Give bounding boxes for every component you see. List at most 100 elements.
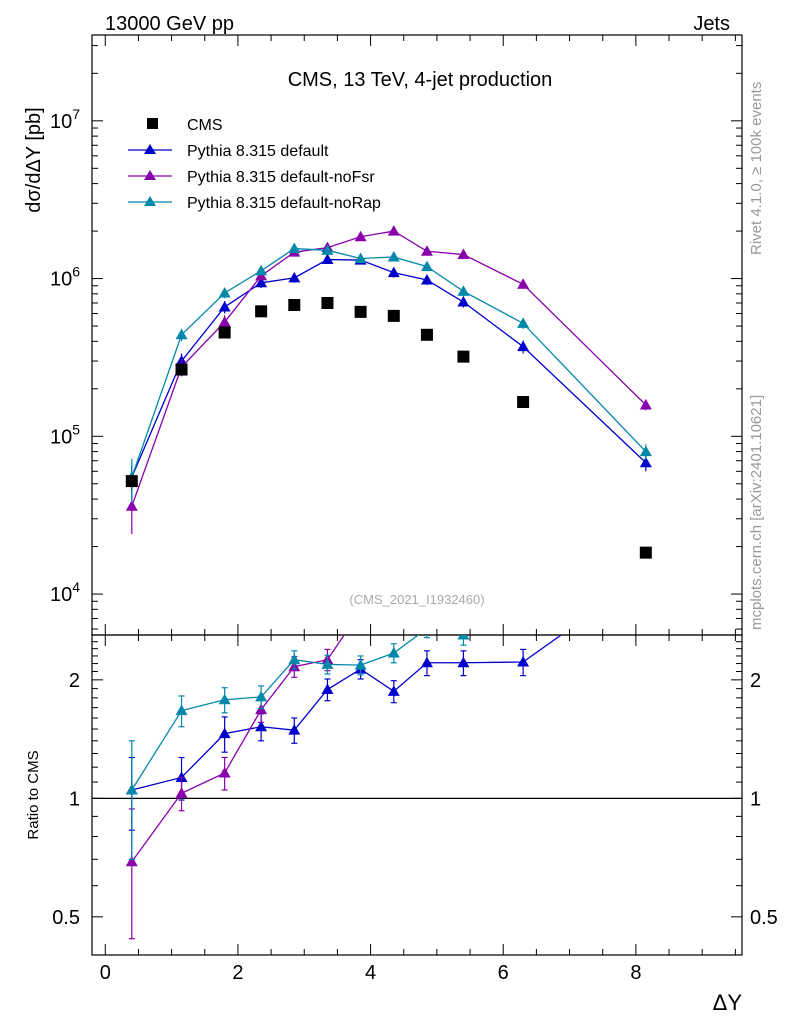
series-pythia-8-315-default-norap — [125, 242, 652, 503]
ratio-data-point — [175, 704, 188, 716]
main-y-tick-label: 107 — [50, 106, 80, 133]
ratio-data-point — [218, 727, 231, 739]
series-line — [131, 247, 647, 478]
ratio-y-tick-label-right: 2 — [750, 670, 761, 692]
data-point — [255, 264, 268, 276]
legend-label-nofsr: Pythia 8.315 default-noFsr — [187, 169, 375, 186]
ratio-series-group — [125, 424, 652, 940]
data-point — [457, 285, 470, 296]
legend-label-cms: CMS — [187, 117, 223, 134]
analysis-tag: (CMS_2021_I1932460) — [349, 592, 484, 607]
data-point — [457, 350, 470, 363]
legend-marker-default — [144, 144, 156, 154]
main-y-tick-label: 104 — [50, 579, 80, 606]
data-point — [321, 253, 334, 265]
ratio-y-tick-label: 2 — [69, 670, 80, 692]
data-point — [288, 271, 301, 283]
ratio-data-point — [457, 538, 469, 549]
ratio-y-tick-label-right: 1 — [750, 788, 761, 810]
series-line — [131, 230, 647, 507]
ratio-ticks — [92, 635, 742, 956]
legend-label-norap: Pythia 8.315 default-noRap — [187, 195, 381, 212]
data-point — [387, 250, 400, 262]
ratio-data-point — [388, 581, 400, 592]
legend-label-default: Pythia 8.315 default — [187, 143, 329, 160]
data-point — [387, 309, 400, 322]
ratio-data-point — [640, 424, 652, 435]
x-tick-label: 4 — [365, 962, 376, 984]
ratio-data-point — [457, 656, 470, 668]
data-point — [175, 363, 188, 376]
ratio-data-point — [517, 596, 529, 607]
data-point — [218, 326, 231, 339]
ratio-series-line — [131, 635, 465, 791]
ratio-data-point — [125, 784, 138, 795]
ratio-data-point — [354, 659, 367, 670]
data-point — [125, 475, 138, 488]
data-point — [288, 298, 301, 311]
data-point — [420, 328, 433, 341]
legend: CMS Pythia 8.315 default Pythia 8.315 de… — [128, 117, 381, 212]
ratio-data-point — [421, 623, 433, 634]
ratio-data-point — [288, 724, 301, 735]
main-y-tick-label: 105 — [50, 421, 80, 448]
ratio-data-point — [255, 690, 268, 702]
data-point — [354, 305, 367, 318]
legend-marker-norap — [144, 196, 156, 206]
data-point — [639, 546, 652, 559]
ratio-y-tick-label: 0.5 — [52, 907, 80, 929]
ratio-data-point — [175, 787, 188, 798]
ratio-data-point — [288, 653, 301, 665]
ratio-y-axis-label: Ratio to CMS — [25, 750, 42, 839]
ratio-series-pythia-8-315-default-norap — [125, 596, 529, 860]
data-point — [387, 225, 400, 236]
data-point — [218, 286, 231, 298]
x-tick-label: 0 — [100, 962, 111, 984]
header-left-label: 13000 GeV pp — [105, 13, 234, 35]
x-tick-label: 8 — [630, 962, 641, 984]
data-point — [517, 317, 530, 328]
ratio-data-point — [387, 685, 400, 696]
series-line — [131, 258, 647, 478]
ratio-data-point — [387, 647, 400, 658]
data-point — [420, 260, 433, 272]
ratio-data-point — [457, 635, 470, 640]
data-point — [457, 296, 470, 307]
main-title: CMS, 13 TeV, 4-jet production — [288, 69, 553, 91]
ratio-data-point — [517, 656, 530, 667]
series-pythia-8-315-default — [125, 253, 652, 492]
main-y-tick-labels: 104 105 106 107 — [50, 106, 80, 606]
ratio-data-point — [640, 569, 652, 580]
data-point — [354, 252, 367, 264]
data-point — [639, 456, 652, 468]
data-point — [321, 244, 334, 255]
data-point — [457, 248, 470, 260]
data-point — [175, 328, 188, 340]
main-panel: CMS, 13 TeV, 4-jet production (CMS_2021_… — [23, 34, 743, 636]
ratio-data-point — [175, 771, 188, 782]
rivet-version-label: Rivet 4.1.0, ≥ 100k events — [748, 82, 765, 255]
data-point — [639, 398, 652, 410]
series-cms — [125, 296, 652, 559]
data-point — [420, 245, 433, 256]
data-point — [420, 273, 433, 285]
ratio-data-point — [517, 498, 529, 509]
ratio-panel: Ratio to CMS 0.5 0.5 1 1 2 2 0 2 4 6 8 ΔY — [25, 424, 778, 1015]
main-y-tick-label: 106 — [50, 264, 80, 291]
data-point — [387, 266, 400, 278]
ratio-data-point — [218, 693, 231, 705]
ratio-tick-labels: 0.5 0.5 1 1 2 2 0 2 4 6 8 — [52, 670, 778, 984]
data-point — [255, 305, 268, 318]
main-y-axis-label: dσ/dΔY [pb] — [23, 107, 45, 212]
data-point — [321, 296, 334, 309]
ratio-data-point — [420, 656, 433, 668]
ratio-panel-frame — [91, 634, 743, 956]
ratio-data-point — [321, 683, 334, 695]
legend-marker-nofsr — [144, 170, 156, 180]
ratio-data-point — [255, 720, 268, 732]
ratio-data-point — [321, 658, 334, 669]
data-point — [517, 278, 530, 289]
ratio-series-line — [131, 635, 563, 791]
x-axis-label: ΔY — [713, 990, 743, 1015]
